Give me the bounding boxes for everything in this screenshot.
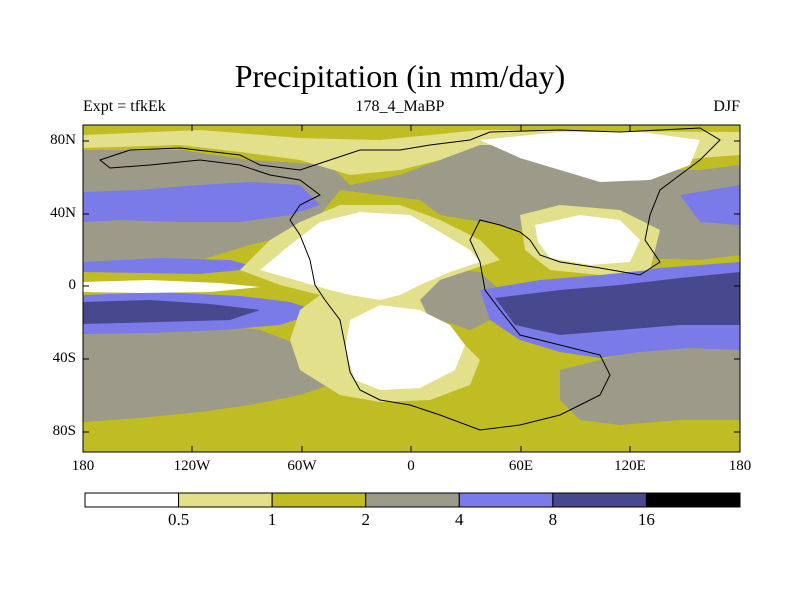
y-tick-label-0: 0: [68, 277, 77, 293]
colorbar-label-0: 0.5: [167, 510, 190, 529]
y-tick-label-80n: 80N: [50, 132, 76, 148]
time-label: 178_4_MaBP: [355, 98, 445, 115]
field-white-east: [535, 215, 640, 265]
precipitation-field: [83, 125, 740, 452]
y-tick-label-80s: 80S: [52, 423, 76, 439]
field-gray-south-east: [560, 340, 740, 425]
colorbar-swatch-1: [178, 492, 273, 508]
field-white-equator: [83, 280, 260, 293]
colorbar-swatch-5: [552, 492, 647, 508]
field-white-south: [345, 305, 465, 390]
experiment-label: Expt = tfkEk: [83, 98, 166, 115]
colorbar-label-1: 1: [267, 510, 277, 529]
y-tick-label-40s: 40S: [52, 350, 76, 366]
colorbar-label-2: 2: [361, 510, 370, 529]
colorbar: [84, 492, 741, 508]
colorbar-label-5: 16: [637, 510, 655, 529]
field-gray-south: [83, 318, 330, 422]
colorbar-swatch-3: [365, 492, 460, 508]
y-tick-label-40n: 40N: [50, 205, 76, 221]
x-tick-label-60w: 60W: [287, 458, 317, 474]
colorbar-swatch-4: [458, 492, 554, 508]
colorbar-label-3: 4: [455, 510, 464, 529]
x-tick-label-60e: 60E: [508, 458, 534, 474]
colorbar-label-4: 8: [548, 510, 558, 529]
colorbar-swatch-6: [645, 492, 741, 508]
continent-outline: [98, 127, 721, 431]
field-blue-tropics: [83, 258, 260, 274]
x-tick-label-120e: 120E: [614, 458, 646, 474]
field-blue-ne: [680, 185, 740, 225]
x-tick-label-0: 0: [407, 458, 415, 474]
x-tick-label-180w: 180: [71, 458, 95, 474]
season-label: DJF: [713, 98, 740, 115]
axis-ticks: [82, 125, 741, 452]
field-dark-east: [495, 272, 740, 335]
x-tick-label-180e: 180: [728, 458, 752, 474]
field-blue-north: [83, 182, 320, 222]
map-title: Precipitation (in mm/day): [234, 58, 566, 94]
field-dark-south: [83, 300, 260, 324]
colorbar-swatch-0: [84, 492, 180, 508]
colorbar-swatch-2: [271, 492, 367, 508]
x-tick-label-120w: 120W: [173, 458, 211, 474]
field-white-north: [480, 132, 700, 182]
field-white-africa: [260, 212, 480, 300]
